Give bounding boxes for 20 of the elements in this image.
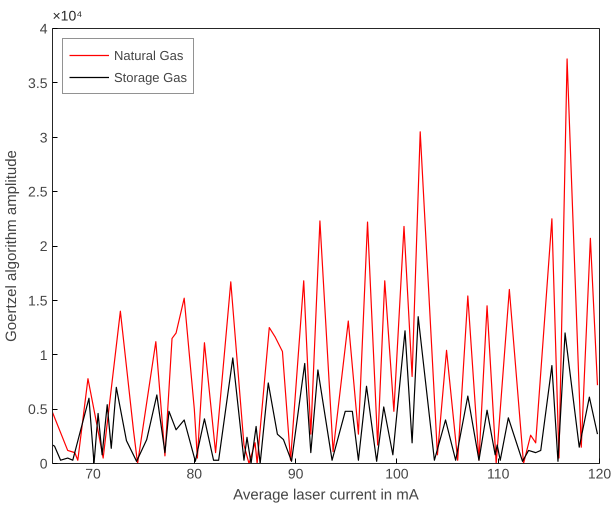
x-tick-label: 120 <box>588 466 611 482</box>
y-tick-label: 0 <box>40 456 48 472</box>
text: ×10⁴ <box>52 8 82 24</box>
y-tick-label: 1 <box>40 346 48 363</box>
y-tick-label: 4 <box>40 20 48 36</box>
y-tick-label: 2 <box>40 238 48 254</box>
x-tick-label: 110 <box>487 466 510 482</box>
y-tick-label: 3.5 <box>28 74 48 91</box>
y-axis-title: Goertzel algorithm amplitude <box>3 150 20 342</box>
x-tick-label: 90 <box>288 466 304 482</box>
x-tick-label: 80 <box>186 466 202 482</box>
y-tick-label: 0.5 <box>28 401 48 418</box>
y-tick-label: 3 <box>40 129 48 146</box>
x-tick-label: 70 <box>85 466 102 482</box>
x-tick-label: 100 <box>385 466 409 482</box>
legend-label: Storage Gas <box>114 70 187 84</box>
y-tick-label: 2.5 <box>28 184 48 200</box>
y-tick-label: 1.5 <box>28 292 48 308</box>
legend-label: Natural Gas <box>114 48 184 62</box>
x-axis-title: Average laser current in mA <box>233 486 419 504</box>
